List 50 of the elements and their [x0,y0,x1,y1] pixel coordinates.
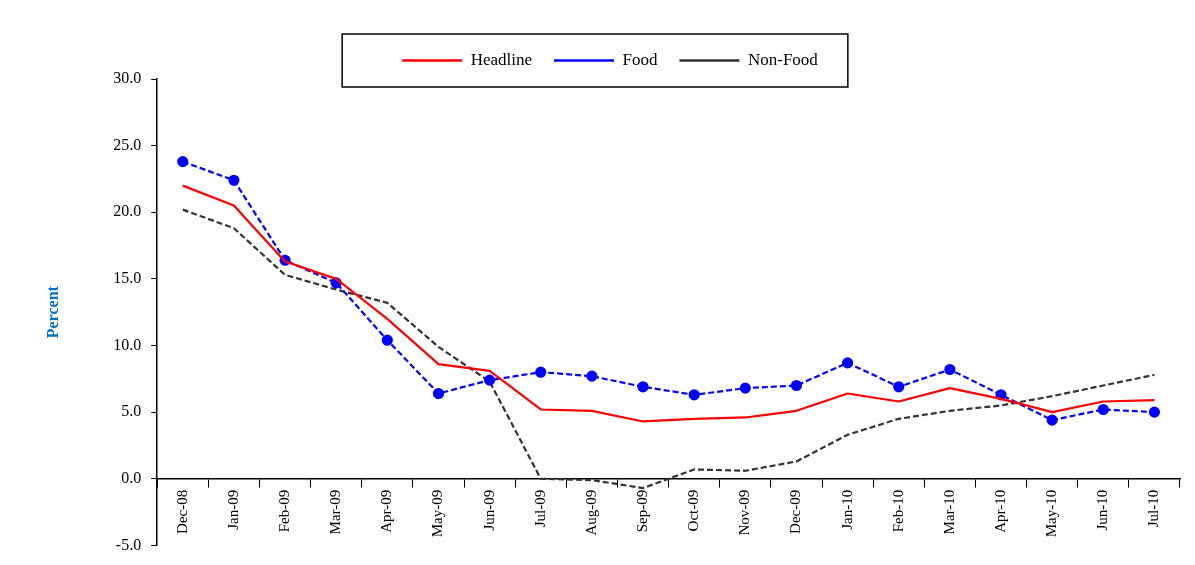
y-tick-label: 25.0 [113,135,142,153]
x-tick-label: May-09 [429,489,446,538]
y-tick-label: -5.0 [115,535,142,553]
x-tick-label: Mar-09 [327,489,344,535]
x-tick-label: Jul-09 [531,489,548,528]
point [637,381,649,393]
x-tick-label: Sep-09 [633,489,650,533]
point [432,387,445,400]
x-tick-label: Nov-09 [736,489,753,536]
y-tick-label: 30.0 [113,69,142,87]
point [1097,403,1109,416]
x-tick-label: Feb-10 [889,489,906,533]
point [381,334,393,346]
line-series [181,208,1156,490]
point [944,363,956,376]
legend-label: Non-Food [747,49,819,69]
point [484,374,496,386]
x-tick-label: Dec-08 [173,489,190,534]
x-tick-label: Dec-09 [787,489,804,534]
x-tick-label: Apr-10 [991,489,1008,533]
point [228,174,240,186]
x-tick-label: Aug-09 [582,489,599,536]
point [790,379,803,392]
x-tick-label: Jan-10 [838,489,855,530]
y-axis-title: Percent [43,285,61,339]
y-tick-label: 10.0 [113,335,142,353]
point [586,370,598,382]
point [739,382,751,394]
x-tick-label: Feb-09 [275,489,292,533]
x-tick-label: Jun-10 [1094,489,1111,531]
point [1148,406,1161,418]
point [535,366,547,378]
point [688,389,700,401]
y-tick-label: 0.0 [121,468,142,486]
point [893,381,905,393]
x-tick-label: Jul-10 [1145,489,1162,528]
y-tick-label: 20.0 [113,202,142,220]
y-tick-label: 15.0 [113,269,142,287]
x-tick-label: Jun-09 [480,489,497,531]
point [841,357,854,369]
y-tick-label: 5.0 [121,402,142,420]
legend-label: Headline [470,49,533,69]
x-tick-label: Mar-10 [940,489,957,535]
x-tick-label: Oct-09 [685,489,702,532]
point [1046,414,1058,426]
x-tick-label: Apr-09 [378,489,395,533]
point [177,156,189,168]
legend-label: Food [622,49,658,69]
x-tick-label: May-10 [1043,489,1060,538]
x-tick-label: Jan-09 [224,489,241,530]
